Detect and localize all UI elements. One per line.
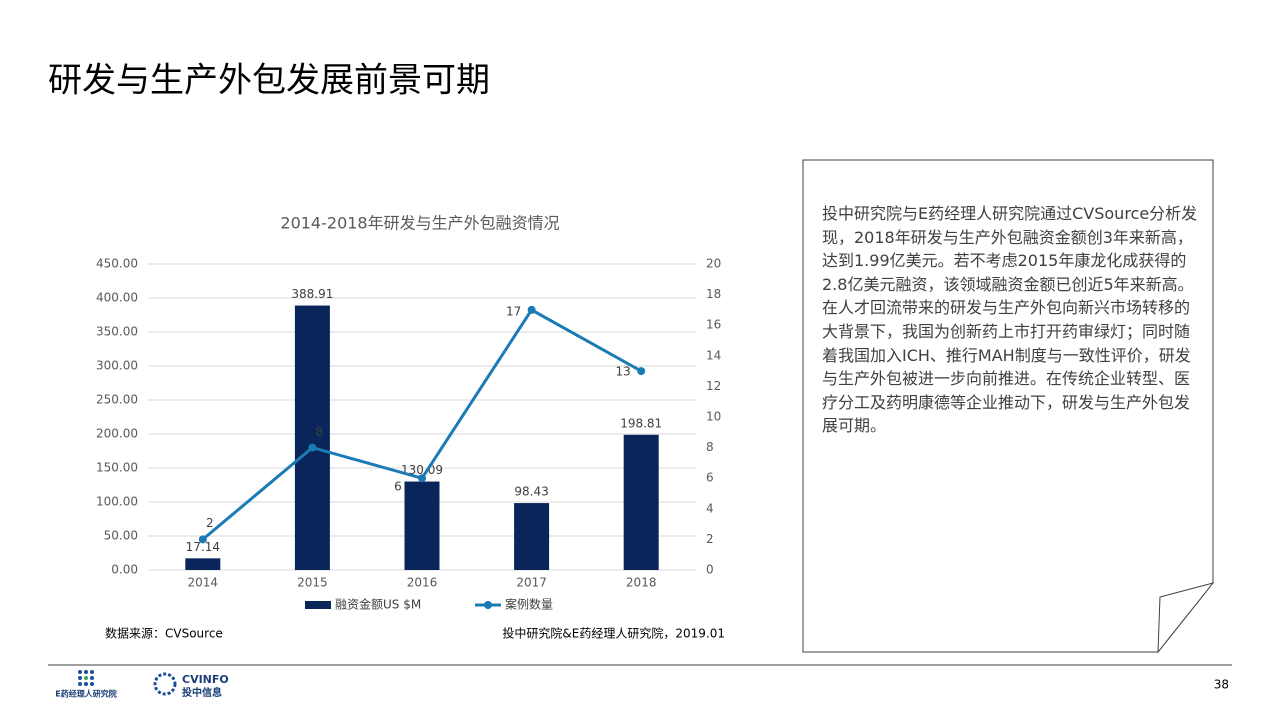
bar-value-label: 198.81 bbox=[620, 416, 662, 430]
logo2-sub: 投中信息 bbox=[182, 686, 222, 699]
bar-value-label: 98.43 bbox=[514, 485, 548, 499]
line-value-label: 17 bbox=[506, 304, 521, 318]
logo2-icon bbox=[153, 672, 177, 696]
bar bbox=[514, 503, 550, 570]
y-tick-label: 200.00 bbox=[96, 427, 138, 441]
y2-tick-label: 20 bbox=[706, 257, 721, 271]
line-value-label: 8 bbox=[316, 425, 324, 439]
y-tick-label: 100.00 bbox=[96, 495, 138, 509]
y2-tick-label: 12 bbox=[706, 379, 721, 393]
y2-tick-label: 8 bbox=[706, 440, 714, 454]
x-tick-label: 2018 bbox=[626, 576, 657, 590]
y-tick-label: 400.00 bbox=[96, 291, 138, 305]
line-point bbox=[308, 443, 317, 452]
y2-tick-label: 0 bbox=[706, 563, 714, 577]
y-tick-label: 450.00 bbox=[96, 257, 138, 271]
line-value-label: 13 bbox=[616, 365, 631, 379]
page-number: 38 bbox=[1214, 678, 1229, 692]
line-value-label: 2 bbox=[206, 516, 214, 530]
bar-value-label: 388.91 bbox=[291, 287, 333, 301]
source-right: 投中研究院&E药经理人研究院，2019.01 bbox=[502, 626, 725, 641]
y-tick-label: 0.00 bbox=[111, 563, 138, 577]
line-point bbox=[418, 474, 426, 483]
x-tick-label: 2016 bbox=[407, 576, 438, 590]
note-text: 投中研究院与E药经理人研究院通过CVSource分析发现，2018年研发与生产外… bbox=[822, 204, 1198, 436]
legend-swatch-point bbox=[484, 601, 492, 609]
legend-label: 融资金额US $M bbox=[335, 597, 421, 612]
note-fold bbox=[1157, 582, 1215, 654]
y2-tick-label: 10 bbox=[706, 410, 721, 424]
chart-title: 2014-2018年研发与生产外包融资情况 bbox=[280, 214, 559, 233]
logo1-icon bbox=[78, 670, 94, 686]
slide-title: 研发与生产外包发展前景可期 bbox=[48, 61, 490, 101]
logo1-text: E药经理人研究院 bbox=[55, 689, 116, 699]
line-point bbox=[637, 367, 646, 376]
bar-value-label: 17.14 bbox=[186, 540, 220, 554]
source-left: 数据来源：CVSource bbox=[105, 626, 223, 641]
line-point bbox=[527, 305, 536, 314]
bar bbox=[185, 558, 221, 570]
x-tick-label: 2017 bbox=[516, 576, 547, 590]
x-tick-label: 2015 bbox=[297, 576, 328, 590]
y-tick-label: 350.00 bbox=[96, 325, 138, 339]
bar bbox=[404, 481, 440, 570]
y-tick-label: 50.00 bbox=[104, 529, 138, 543]
legend-label: 案例数量 bbox=[505, 597, 553, 612]
bar bbox=[294, 305, 330, 570]
bar bbox=[623, 434, 659, 570]
y2-tick-label: 6 bbox=[706, 471, 714, 485]
y2-tick-label: 14 bbox=[706, 348, 721, 362]
logo2-text: CVINFO bbox=[182, 673, 229, 686]
y2-tick-label: 4 bbox=[706, 501, 714, 515]
y2-tick-label: 18 bbox=[706, 287, 721, 301]
y-tick-label: 250.00 bbox=[96, 393, 138, 407]
bar-value-label: 130.09 bbox=[401, 463, 443, 477]
y2-tick-label: 2 bbox=[706, 532, 714, 546]
line-value-label: 6 bbox=[394, 480, 402, 494]
line-point bbox=[198, 535, 207, 544]
y2-tick-label: 16 bbox=[706, 318, 721, 332]
x-tick-label: 2014 bbox=[188, 576, 219, 590]
y-tick-label: 300.00 bbox=[96, 359, 138, 373]
legend-swatch bbox=[305, 601, 331, 609]
y-tick-label: 150.00 bbox=[96, 461, 138, 475]
